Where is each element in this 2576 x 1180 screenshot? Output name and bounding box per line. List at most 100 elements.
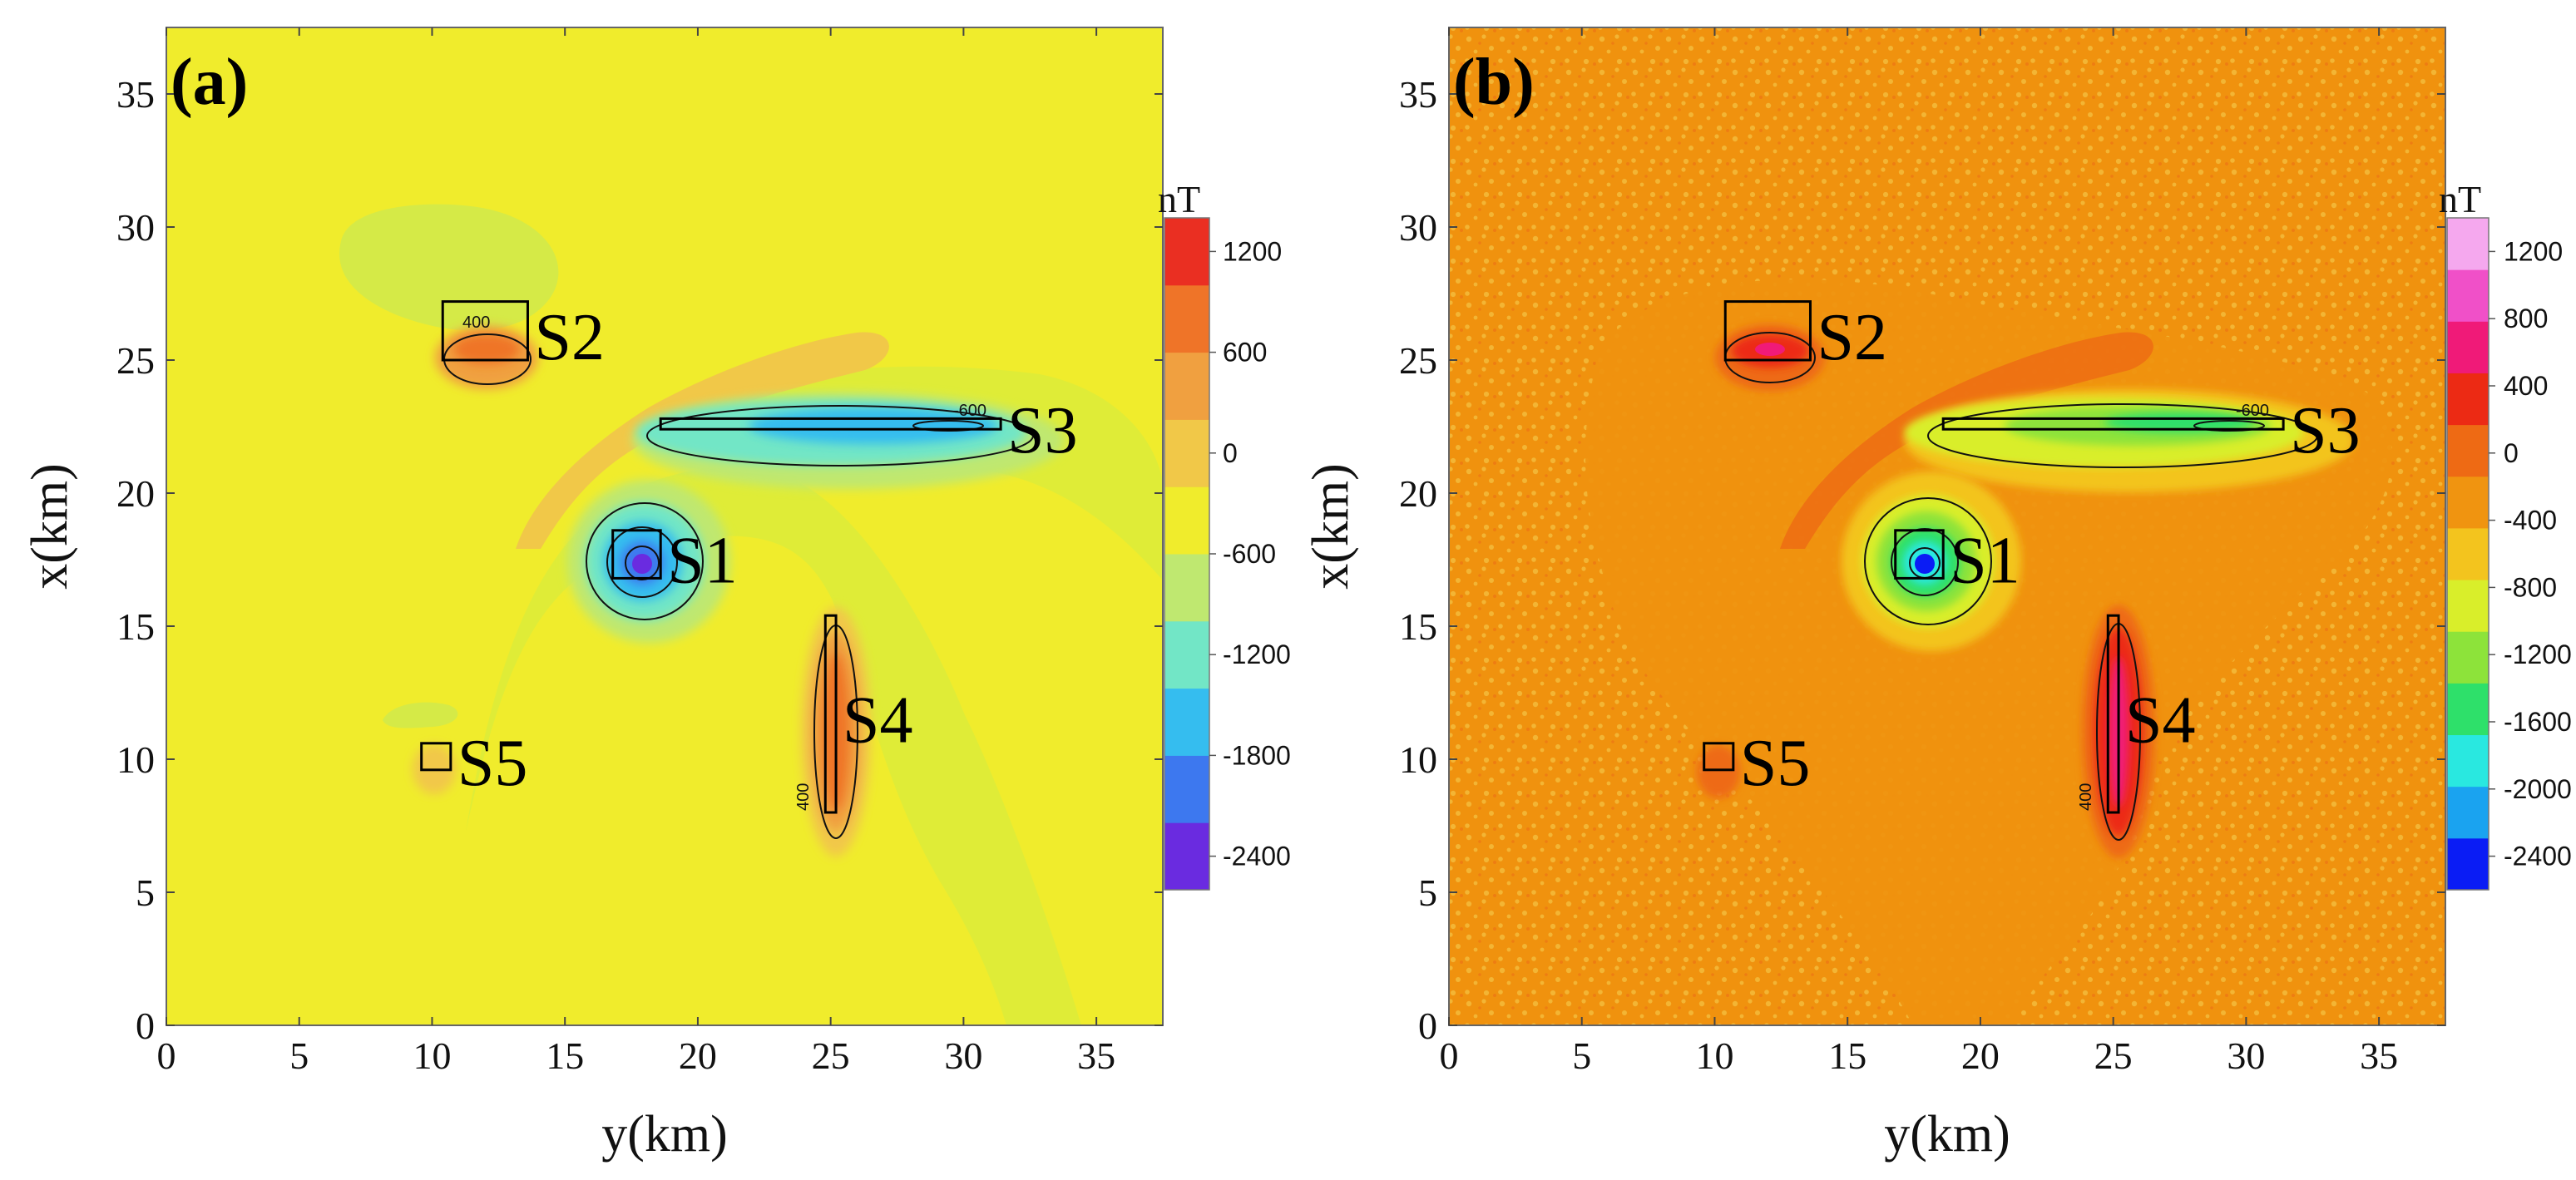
colorbar-tick-label: 1200 [2504, 236, 2563, 266]
panel-a-contour-s1-c [625, 546, 660, 580]
panel-b-source-boxes: S1 S2 S3 S4 S5 [1703, 300, 2361, 814]
panel-b-x-tick-label: 0 [1440, 1034, 1459, 1077]
colorbar-frame [2446, 217, 2489, 891]
panel-a: 400 -600 400 0 5 10 15 20 25 30 35 0 5 10 15 20 25 30 3… [22, 27, 1291, 1163]
colorbar-tick-label: 800 [2504, 304, 2548, 333]
colorbar-tick-label: 0 [1223, 438, 1238, 468]
panel-b-contour-s1-b [1891, 528, 1959, 596]
colorbar-segment [1164, 620, 1209, 689]
panel-a-s3-core [749, 407, 998, 444]
colorbar-segment [1164, 486, 1209, 555]
panel-b-s5-blob [1697, 745, 1740, 798]
colorbar-segment [2447, 734, 2489, 787]
colorbar-segment [1164, 688, 1209, 756]
panel-a-x-tick-label: 25 [812, 1034, 850, 1077]
source-box-s2 [1723, 300, 1812, 362]
panel-b-y-tick-label: 15 [1399, 605, 1437, 648]
panel-a-x-axis-title: y(km) [601, 1106, 728, 1163]
source-box-s5 [1703, 742, 1735, 772]
panel-a-frame [166, 27, 1164, 1026]
panel-a-halo-south [466, 467, 1081, 1025]
panel-a-contour-label-s4: 400 [794, 783, 813, 811]
panel-a-y-tick-label: 15 [116, 605, 155, 648]
colorbar-segment [1164, 755, 1209, 823]
source-box-s4 [823, 614, 838, 814]
panel-b-y-tick-label: 0 [1418, 1005, 1437, 1047]
colorbar-segment [2447, 527, 2489, 580]
colorbar-tick-label: 0 [2504, 438, 2519, 468]
panel-b-contour-s1-a [1864, 497, 1992, 625]
panel-b-field [1585, 279, 2392, 1025]
colorbar-tick-label: 1200 [1223, 236, 1282, 266]
panel-b-x-tick-label: 20 [1961, 1034, 2000, 1077]
colorbar-segment [2447, 373, 2489, 426]
panel-b-frame [1448, 27, 2446, 1026]
source-label-s3: S3 [1007, 394, 1078, 467]
source-label-s4: S4 [843, 684, 913, 758]
panel-a-halo-s5 [383, 702, 458, 728]
panel-a-ticks: 0 5 10 15 20 25 30 35 0 5 10 15 20 25 30 35 [116, 27, 1163, 1077]
panel-a-contour-s3-outer [646, 405, 1034, 467]
panel-b: -600 400 0 5 10 15 20 25 30 35 0 5 10 15 20 25 30 35 S1… [1303, 27, 2572, 1163]
panel-b-y-axis-title: x(km) [1303, 463, 1359, 590]
source-box-s5 [420, 742, 452, 772]
colorbar-segment [1164, 284, 1209, 353]
colorbar-tick-label: -2000 [2504, 774, 2572, 804]
source-box-s3 [659, 417, 1002, 431]
colorbar-segment [2447, 269, 2489, 322]
panel-b-y-tick-label: 25 [1399, 339, 1437, 382]
colorbar-segment [2447, 321, 2489, 373]
source-label-s1: S1 [1950, 525, 2020, 598]
source-box-s2 [441, 300, 529, 362]
source-label-s2: S2 [534, 301, 605, 374]
panel-a-label: (a) [171, 46, 248, 119]
colorbar-tick-label: -600 [1223, 539, 1276, 569]
panel-a-y-tick-label: 5 [136, 871, 155, 914]
panel-a-y-tick-label: 35 [116, 73, 155, 116]
panel-b-x-tick-label: 25 [2094, 1034, 2133, 1077]
panel-b-y-tick-label: 10 [1399, 738, 1437, 781]
colorbar-segment [1164, 352, 1209, 420]
panel-a-source-boxes: S1 S2 S3 S4 S5 [420, 300, 1078, 814]
panel-a-contour-s1-b [606, 526, 678, 598]
colorbar-segment [1164, 419, 1209, 487]
colorbar-segment [2447, 683, 2489, 736]
colorbar-segment [1164, 822, 1209, 891]
colorbar-segment [2447, 580, 2489, 632]
panel-a-s1-peak [632, 554, 652, 574]
panel-a-contour-s1-a [586, 502, 704, 620]
panel-b-label: (b) [1453, 46, 1535, 119]
panel-a-field [339, 204, 1163, 1025]
panel-b-y-tick-label: 30 [1399, 206, 1437, 249]
colorbar-tick-label: -400 [2504, 506, 2557, 536]
colorbar-segment [1164, 554, 1209, 622]
panel-a-y-axis-title: x(km) [22, 463, 78, 590]
panel-a-y-tick-label: 10 [116, 738, 155, 781]
colorbar-segment [2447, 631, 2489, 684]
panel-b-s1-peak [1915, 554, 1935, 574]
colorbar-tick-label: -1200 [1223, 639, 1291, 669]
panel-a-colorbar-unit: nT [1158, 178, 1200, 220]
colorbar-tick-label: -1600 [2504, 707, 2572, 737]
panel-a-y-tick-label: 0 [136, 1005, 155, 1047]
source-label-s5: S5 [457, 727, 528, 800]
panel-b-x-tick-label: 15 [1828, 1034, 1866, 1077]
colorbar-segment [2447, 424, 2489, 477]
source-label-s4: S4 [2125, 684, 2196, 758]
panel-a-ridge [516, 332, 889, 549]
source-box-s4 [2106, 614, 2120, 814]
panel-a-contour-s3-inner [912, 420, 984, 432]
panel-a-x-tick-label: 0 [157, 1034, 176, 1077]
panel-b-y-tick-label: 35 [1399, 73, 1437, 116]
colorbar-tick-label: 600 [1223, 338, 1267, 368]
panel-b-contour-s3-outer [1927, 403, 2318, 468]
panel-a-x-tick-label: 35 [1077, 1034, 1115, 1077]
colorbar-tick-label: -1800 [1223, 740, 1291, 770]
panel-a-halo-s2 [339, 204, 559, 331]
panel-b-ridge [1780, 332, 2153, 549]
colorbar-tick-label: -2400 [2504, 842, 2572, 871]
panel-b-contour-s3-inner [2193, 420, 2265, 432]
panel-a-x-tick-label: 10 [413, 1034, 451, 1077]
source-box-s1 [1894, 529, 1945, 580]
